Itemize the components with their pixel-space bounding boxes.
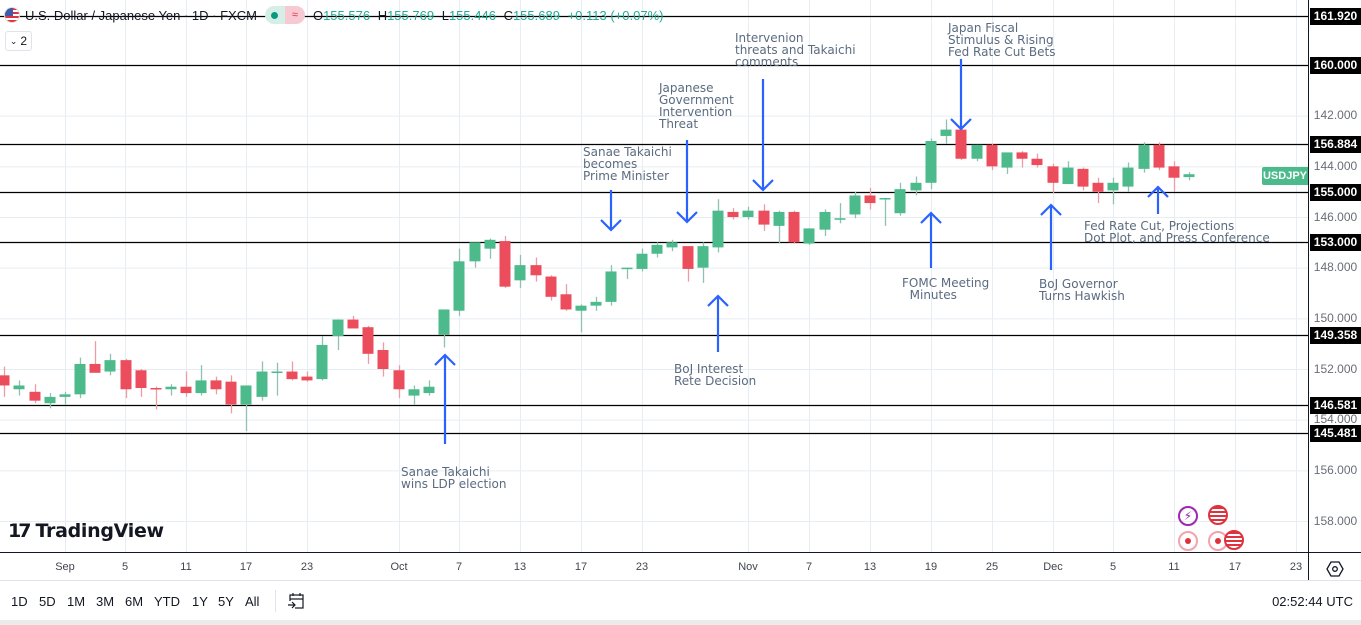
ohlc-values: O155.576 H155.769 L155.446 C155.689 +0.1…: [313, 8, 668, 23]
level-price-label: 155.000: [1310, 184, 1361, 201]
go-to-date-icon[interactable]: [286, 591, 306, 611]
level-price-label: 146.581: [1310, 397, 1361, 414]
high-key: H: [377, 7, 388, 23]
range-button-5d[interactable]: 5D: [39, 594, 56, 609]
settings-icon[interactable]: [1326, 560, 1344, 578]
price-tick-label: 146.000: [1313, 209, 1358, 224]
market-open-dot-icon: [264, 6, 285, 24]
time-tick-label: 17: [574, 561, 588, 573]
indicator-count: 2: [20, 34, 28, 48]
us-economic-event-icon-2[interactable]: [1224, 530, 1244, 550]
high-value: 155.769: [387, 7, 435, 23]
tradingview-mark-icon: 17: [8, 520, 32, 542]
time-tick-label: Dec: [1043, 561, 1063, 573]
annotation-intervention-threats: Intervenion threats and Takaichi comment…: [735, 31, 856, 69]
time-tick-label: 13: [513, 561, 527, 573]
footer-strip: [0, 620, 1361, 625]
chart-legend: U.S. Dollar / Japanese Yen · 1D · FXCM ≈…: [4, 4, 667, 26]
annotation-ldp-election: Sanae Takaichi wins LDP election: [401, 465, 507, 491]
range-button-6m[interactable]: 6M: [125, 594, 144, 609]
time-tick-label: 17: [1228, 561, 1242, 573]
price-tick-label: 154.000: [1313, 412, 1358, 427]
market-status-pill[interactable]: ≈: [264, 6, 305, 24]
horizontal-levels: [0, 15, 1308, 435]
level-price-label: 160.000: [1310, 57, 1361, 74]
time-tick-label: 13: [863, 561, 877, 573]
time-tick-label: 7: [805, 561, 813, 573]
annotation-boj-governor: BoJ Governor Turns Hawkish: [1039, 277, 1125, 303]
chevron-down-icon: ⌄: [9, 35, 18, 46]
annotation-fiscal-stimulus: Japan Fiscal Stimulus & Rising Fed Rate …: [948, 21, 1056, 59]
chart-grid: [0, 0, 1308, 552]
open-value: 155.576: [323, 7, 371, 23]
annotation-prime-minister: Sanae Takaichi becomes Prime Minister: [583, 145, 672, 183]
price-tick-label: 152.000: [1313, 361, 1358, 376]
price-tick-label: 148.000: [1313, 260, 1358, 275]
range-button-ytd[interactable]: YTD: [154, 594, 180, 609]
range-button-3m[interactable]: 3M: [96, 594, 115, 609]
open-key: O: [312, 7, 324, 23]
candlesticks: [0, 119, 1195, 432]
low-value: 155.446: [448, 7, 496, 23]
range-button-1d[interactable]: 1D: [11, 594, 28, 609]
level-price-label: 153.000: [1310, 234, 1361, 251]
price-chart[interactable]: [0, 0, 1361, 580]
us-economic-event-icon[interactable]: [1208, 505, 1228, 525]
toolbar-divider: [275, 590, 276, 612]
time-tick-label: 19: [924, 561, 938, 573]
change-value: +0.113 (+0.07%): [567, 7, 664, 23]
close-key: C: [503, 7, 513, 23]
annotation-govt-intervention: Japanese Government Intervention Threat: [659, 81, 734, 131]
price-tick-label: 156.000: [1313, 462, 1358, 477]
range-button-all[interactable]: All: [245, 594, 260, 609]
time-tick-label: 25: [985, 561, 999, 573]
price-tick-label: 150.000: [1313, 310, 1358, 325]
indicators-collapse-button[interactable]: ⌄ 2: [5, 31, 32, 51]
time-tick-label: 23: [635, 561, 649, 573]
range-button-1y[interactable]: 1Y: [192, 594, 208, 609]
time-tick-label: 5: [1109, 561, 1117, 573]
price-tick-label: 142.000: [1313, 108, 1358, 123]
time-tick-label: Oct: [390, 561, 408, 573]
annotation-fomc-minutes: FOMC Meeting Minutes: [902, 276, 990, 302]
event-dot-icon[interactable]: [1178, 531, 1198, 551]
close-value: 155.689: [512, 7, 560, 23]
time-tick-label: 11: [1168, 561, 1180, 573]
tradingview-logo[interactable]: 17 TradingView: [8, 520, 164, 542]
level-price-label: 145.481: [1310, 425, 1361, 442]
annotation-boj-rate-decision: BoJ Interest Rete Decision: [674, 362, 757, 388]
tradingview-wordmark: TradingView: [35, 520, 164, 542]
time-tick-label: 5: [121, 561, 129, 573]
range-button-5y[interactable]: 5Y: [218, 594, 234, 609]
lightning-event-icon[interactable]: ⚡: [1178, 506, 1198, 526]
low-key: L: [441, 7, 449, 23]
bottom-toolbar: [0, 580, 1361, 621]
symbol-badge: USDJPY: [1262, 167, 1308, 185]
time-tick-label: 17: [239, 561, 253, 573]
time-tick-label: 11: [180, 561, 192, 573]
time-tick-label: 23: [1289, 561, 1303, 573]
level-price-label: 149.358: [1310, 327, 1361, 344]
time-tick-label: Sep: [55, 561, 75, 573]
annotation-arrows: [434, 59, 1169, 444]
price-tick-label: 158.000: [1313, 513, 1358, 528]
time-tick-label: 23: [300, 561, 314, 573]
time-tick-label: Nov: [738, 561, 758, 573]
us-flag-icon: [4, 7, 20, 23]
range-button-1m[interactable]: 1M: [67, 594, 86, 609]
symbol-title[interactable]: U.S. Dollar / Japanese Yen · 1D · FXCM: [25, 7, 257, 23]
time-tick-label: 7: [455, 561, 463, 573]
price-tick-label: 144.000: [1313, 158, 1358, 173]
utc-clock[interactable]: 02:52:44 UTC: [1272, 594, 1353, 609]
data-delay-icon: ≈: [284, 6, 305, 24]
level-price-label: 156.884: [1310, 136, 1361, 153]
annotation-fed-rate-cut: Fed Rate Cut, Projections Dot Plot, and …: [1084, 219, 1270, 245]
level-price-label: 161.920: [1310, 8, 1361, 25]
